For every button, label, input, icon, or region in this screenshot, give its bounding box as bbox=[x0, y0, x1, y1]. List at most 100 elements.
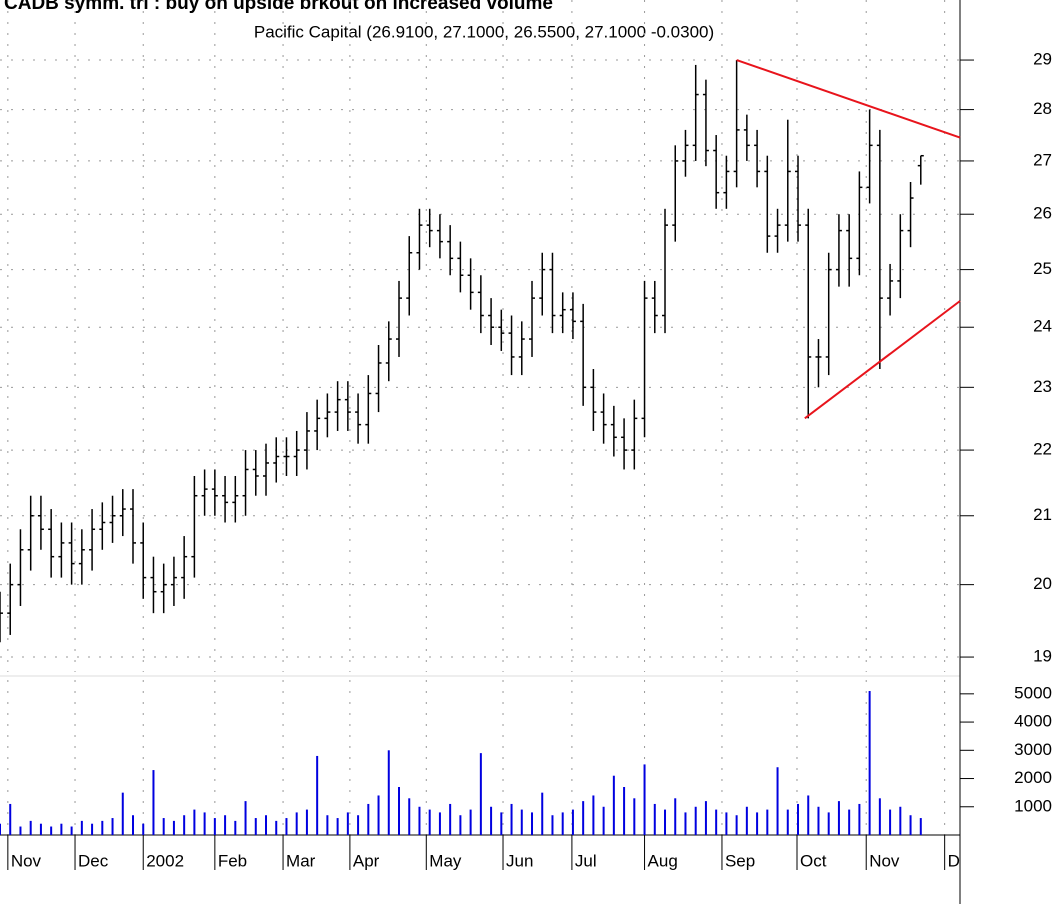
x-tick-label: Apr bbox=[353, 851, 380, 870]
volume-bar bbox=[479, 753, 482, 835]
volume-bar bbox=[438, 812, 441, 835]
volume-bar bbox=[510, 803, 513, 835]
volume-bar bbox=[234, 820, 237, 835]
volume-bar bbox=[715, 809, 718, 835]
volume-bar bbox=[531, 812, 534, 835]
volume-bar bbox=[316, 755, 319, 835]
volume-bar bbox=[899, 806, 902, 835]
volume-bar bbox=[889, 809, 892, 835]
volume-bar bbox=[142, 823, 145, 835]
volume-bar bbox=[633, 798, 636, 835]
volume-bar bbox=[398, 787, 401, 835]
volume-bar bbox=[367, 803, 370, 835]
volume-bar bbox=[0, 823, 1, 835]
volume-bar bbox=[132, 815, 135, 835]
volume-bar bbox=[674, 798, 677, 835]
y-tick-label: 25 bbox=[1033, 259, 1052, 278]
y-tick-label: 29 bbox=[1033, 50, 1052, 69]
x-tick-label: Sep bbox=[725, 851, 755, 870]
x-tick-label: Jun bbox=[506, 851, 533, 870]
volume-bar bbox=[265, 815, 268, 835]
y-tick-label: 2000 bbox=[1014, 768, 1052, 787]
volume-bar bbox=[776, 767, 779, 835]
volume-bar bbox=[336, 818, 339, 835]
y-tick-label: 5000 bbox=[1014, 683, 1052, 702]
volume-bar bbox=[357, 815, 360, 835]
volume-bar bbox=[643, 764, 646, 835]
volume-bar bbox=[162, 818, 165, 835]
x-tick-label: Mar bbox=[286, 851, 316, 870]
volume-bar bbox=[848, 809, 851, 835]
volume-bar bbox=[428, 809, 431, 835]
volume-bar bbox=[224, 815, 227, 835]
volume-bar bbox=[213, 818, 216, 835]
volume-bar bbox=[500, 812, 503, 835]
y-tick-label: 3000 bbox=[1014, 740, 1052, 759]
volume-bar bbox=[582, 801, 585, 835]
x-tick-label: D bbox=[948, 851, 960, 870]
x-tick-label: 2002 bbox=[146, 851, 184, 870]
volume-bar bbox=[612, 775, 615, 835]
volume-bar bbox=[19, 826, 22, 835]
volume-bar bbox=[183, 815, 186, 835]
volume-bar bbox=[377, 795, 380, 835]
volume-bar bbox=[469, 809, 472, 835]
volume-bar bbox=[254, 818, 257, 835]
volume-bar bbox=[541, 792, 544, 835]
y-tick-label: 28 bbox=[1033, 99, 1052, 118]
volume-bar bbox=[408, 798, 411, 835]
volume-bar bbox=[418, 806, 421, 835]
volume-bar bbox=[295, 812, 298, 835]
volume-bar bbox=[326, 815, 329, 835]
volume-bar bbox=[111, 818, 114, 835]
volume-bar bbox=[704, 801, 707, 835]
y-tick-label: 23 bbox=[1033, 377, 1052, 396]
volume-bar bbox=[305, 809, 308, 835]
y-tick-label: 27 bbox=[1033, 150, 1052, 169]
volume-bar bbox=[592, 795, 595, 835]
volume-bar bbox=[561, 812, 564, 835]
volume-bar bbox=[807, 795, 810, 835]
volume-bar bbox=[786, 809, 789, 835]
volume-bar bbox=[60, 823, 63, 835]
volume-bar bbox=[817, 806, 820, 835]
volume-bar bbox=[602, 806, 605, 835]
volume-bar bbox=[285, 818, 288, 835]
volume-bar bbox=[684, 812, 687, 835]
volume-bar bbox=[101, 820, 104, 835]
chart-title: CADB symm. tri : buy on upside brkout on… bbox=[4, 0, 553, 14]
volume-bar bbox=[490, 806, 493, 835]
volume-bar bbox=[551, 815, 554, 835]
volume-bar bbox=[50, 826, 53, 835]
volume-bar bbox=[858, 803, 861, 835]
volume-bar bbox=[39, 823, 42, 835]
y-tick-label: 22 bbox=[1033, 440, 1052, 459]
x-tick-label: Aug bbox=[648, 851, 678, 870]
volume-bar bbox=[797, 803, 800, 835]
volume-bar bbox=[459, 815, 462, 835]
volume-bar bbox=[571, 809, 574, 835]
volume-bar bbox=[9, 803, 12, 835]
volume-bar bbox=[70, 826, 73, 835]
x-tick-label: Feb bbox=[218, 851, 247, 870]
volume-bar bbox=[80, 820, 83, 835]
volume-bar bbox=[878, 798, 881, 835]
volume-bar bbox=[827, 812, 830, 835]
volume-bar bbox=[152, 770, 155, 835]
volume-bar bbox=[756, 812, 759, 835]
volume-bar bbox=[121, 792, 124, 835]
y-tick-label: 4000 bbox=[1014, 712, 1052, 731]
x-tick-label: Nov bbox=[869, 851, 900, 870]
volume-bar bbox=[520, 809, 523, 835]
volume-bar bbox=[387, 750, 390, 835]
chart-subtitle: Pacific Capital (26.9100, 27.1000, 26.55… bbox=[254, 22, 714, 41]
volume-bar bbox=[91, 823, 94, 835]
x-tick-label: Nov bbox=[11, 851, 42, 870]
volume-bar bbox=[745, 806, 748, 835]
volume-bar bbox=[735, 815, 738, 835]
volume-bar bbox=[244, 801, 247, 835]
volume-bar bbox=[868, 691, 871, 835]
volume-bar bbox=[653, 803, 656, 835]
volume-bar bbox=[766, 809, 769, 835]
